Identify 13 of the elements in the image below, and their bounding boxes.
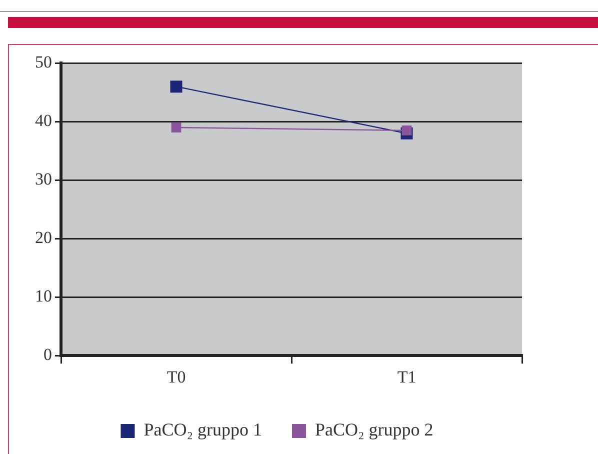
legend-label: PaCO₂ gruppo 2 xyxy=(315,420,434,440)
legend-label: PaCO₂ gruppo 1 xyxy=(144,420,262,440)
x-tick-label: T0 xyxy=(166,367,186,386)
point xyxy=(170,80,182,93)
y-tick-label: 0 xyxy=(44,345,52,364)
y-tick-label: 50 xyxy=(35,52,52,72)
point xyxy=(402,126,412,136)
y-tick-label: 20 xyxy=(35,228,52,248)
y-tick-label: 10 xyxy=(35,286,52,306)
x-tick-label: T1 xyxy=(397,367,416,386)
y-tick-label: 30 xyxy=(35,170,52,189)
point xyxy=(171,122,182,132)
y-tick-label: 40 xyxy=(35,111,52,130)
